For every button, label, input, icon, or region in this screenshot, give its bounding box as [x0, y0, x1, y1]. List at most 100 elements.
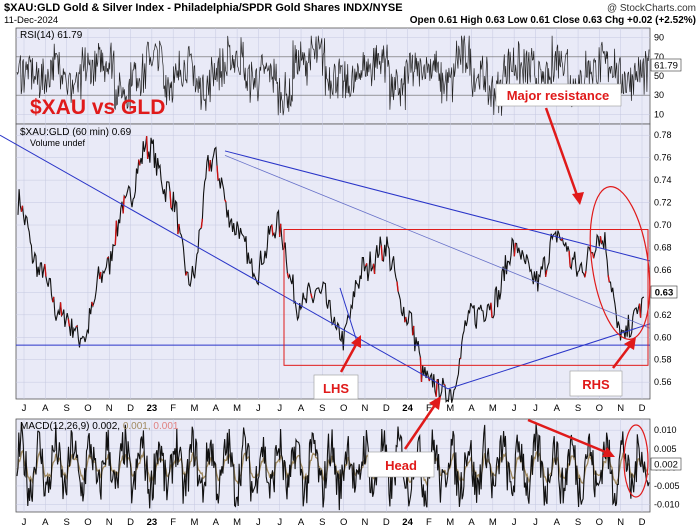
macd-x-tick: F [426, 517, 432, 528]
price-last-value: 0.63 [655, 288, 674, 299]
rsi-y-tick: 50 [654, 71, 664, 81]
macd-x-tick: N [362, 517, 369, 528]
price-down-segment [513, 243, 517, 257]
price-down-segment [145, 136, 149, 159]
rhs-label: RHS [582, 377, 610, 392]
trendlines [0, 134, 651, 390]
rhs-ellipse [589, 186, 651, 340]
price-y-tick: 0.72 [654, 198, 672, 208]
price-x-tick: M [191, 403, 199, 414]
price-x-tick: N [617, 403, 624, 414]
macd-x-tick: M [233, 517, 241, 528]
price-x-tick: N [106, 403, 113, 414]
macd-x-tick: O [596, 517, 603, 528]
price-x-tick: A [298, 403, 305, 414]
major-resistance-arrow [544, 107, 580, 199]
price-down-segment [278, 223, 282, 237]
macd-x-tick: S [575, 517, 581, 528]
macd-x-tick: O [84, 517, 91, 528]
macd-x-tick: N [106, 517, 113, 528]
rsi-line [16, 35, 650, 116]
major-resistance-line [224, 150, 651, 262]
price-down-segment [224, 199, 227, 203]
price-down-segment [584, 271, 587, 278]
price-y-tick: 0.74 [654, 175, 672, 185]
head-box [367, 451, 435, 478]
rsi-last-value: 61.79 [654, 61, 678, 72]
macd-x-tick: D [127, 517, 134, 528]
macd-x-tick: J [22, 517, 27, 528]
price-y-tick: 0.58 [654, 355, 672, 365]
macd-x-tick: F [170, 517, 176, 528]
macd-x-tick: N [617, 517, 624, 528]
price-down-segment [365, 263, 368, 267]
neckline-rising [447, 323, 651, 390]
price-down-segment [560, 238, 564, 241]
macd-x-tick: A [468, 517, 475, 528]
price-x-tick: A [554, 403, 561, 414]
price-down-segment [443, 383, 446, 386]
macd-legend: MACD(12,26,9) 0.002, 0.001, 0.001 [20, 421, 179, 432]
price-x-tick: J [256, 403, 261, 414]
price-down-segment [216, 165, 219, 181]
price-down-segment [138, 159, 141, 166]
price-x-tick: F [170, 403, 176, 414]
rsi-y-tick: 10 [654, 109, 664, 119]
price-down-segment [310, 293, 313, 299]
price-y-tick: 0.66 [654, 265, 672, 275]
price-x-tick: O [596, 403, 603, 414]
price-down-segment [404, 316, 407, 323]
head-arrow [403, 401, 439, 450]
head-arrowhead [429, 396, 441, 410]
macd-x-tick: J [277, 517, 282, 528]
major-resistance-arrowhead [572, 192, 584, 205]
consolidation-box [283, 229, 649, 366]
macd-last-tag [650, 457, 682, 471]
price-x-tick: M [489, 403, 497, 414]
price-down-segment [411, 325, 415, 336]
macd-x-tick: J [256, 517, 261, 528]
overlay-title: $XAU vs GLD [30, 96, 165, 119]
price-down-segment [59, 302, 63, 316]
major-resistance-box [495, 83, 622, 107]
price-down-segment [638, 303, 642, 318]
price-down-segment [591, 252, 595, 259]
price-down-segment [185, 271, 188, 276]
price-y-tick: 0.62 [654, 310, 672, 320]
price-down-segment [20, 205, 24, 212]
price-x-tick: D [383, 403, 390, 414]
macd-x-tick: A [42, 517, 49, 528]
rhs-box [569, 370, 623, 397]
price-down-segment [98, 271, 102, 280]
price-y-tick: 0.78 [654, 130, 672, 140]
price-last-tag [650, 285, 678, 299]
price-x-tick: A [213, 403, 220, 414]
price-x-tick: O [340, 403, 347, 414]
chart-title: $XAU:GLD Gold & Silver Index - Philadelp… [4, 2, 403, 14]
lhs-trendline [339, 287, 358, 342]
price-x-tick: J [512, 403, 517, 414]
price-down-segment [271, 224, 274, 236]
macd-series [16, 423, 650, 511]
inner-trendline [224, 155, 651, 329]
price-legend: $XAU:GLD (60 min) 0.69 [20, 127, 132, 138]
price-line [17, 136, 645, 403]
rsi-y-tick: 90 [654, 33, 664, 43]
price-y-tick: 0.60 [654, 332, 672, 342]
macd-x-tick: A [213, 517, 220, 528]
price-down-segment [599, 236, 603, 244]
macd-y-tick: 0.005 [654, 444, 677, 454]
price-down-segment [52, 296, 55, 303]
price-down-segment [106, 256, 109, 259]
volume-legend: Volume undef [30, 138, 86, 148]
macd-y-tick: 0.010 [654, 425, 677, 435]
price-y-tick: 0.56 [654, 377, 672, 387]
macd-x-tick: D [383, 517, 390, 528]
price-x-tick: D [127, 403, 134, 414]
macd-x-tick: M [446, 517, 454, 528]
price-x-tick: 23 [147, 403, 158, 414]
price-x-tick: J [277, 403, 282, 414]
macd-ellipse [623, 424, 649, 498]
chart-date: 11-Dec-2024 [4, 15, 58, 26]
